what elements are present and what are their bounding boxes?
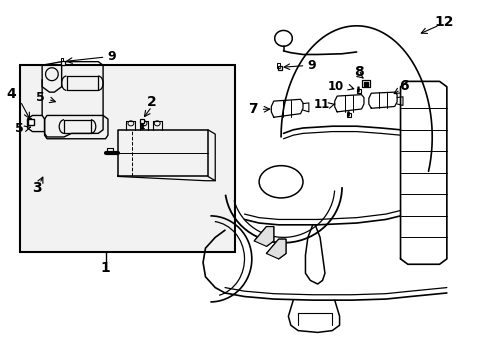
Text: 8: 8 xyxy=(353,66,363,80)
Text: 9: 9 xyxy=(107,50,115,63)
Text: 5: 5 xyxy=(36,91,45,104)
Text: 1: 1 xyxy=(101,261,110,275)
Text: 4: 4 xyxy=(6,87,16,101)
Polygon shape xyxy=(266,239,285,259)
Text: 10: 10 xyxy=(326,80,343,93)
Text: 5: 5 xyxy=(15,122,23,135)
Text: 2: 2 xyxy=(147,95,157,109)
Polygon shape xyxy=(254,226,273,246)
Text: 6: 6 xyxy=(398,79,407,93)
Text: 7: 7 xyxy=(248,102,258,116)
Text: 11: 11 xyxy=(313,98,330,111)
Text: 9: 9 xyxy=(306,59,315,72)
Text: 3: 3 xyxy=(32,181,42,195)
Bar xyxy=(20,65,234,252)
Text: 12: 12 xyxy=(434,15,453,29)
